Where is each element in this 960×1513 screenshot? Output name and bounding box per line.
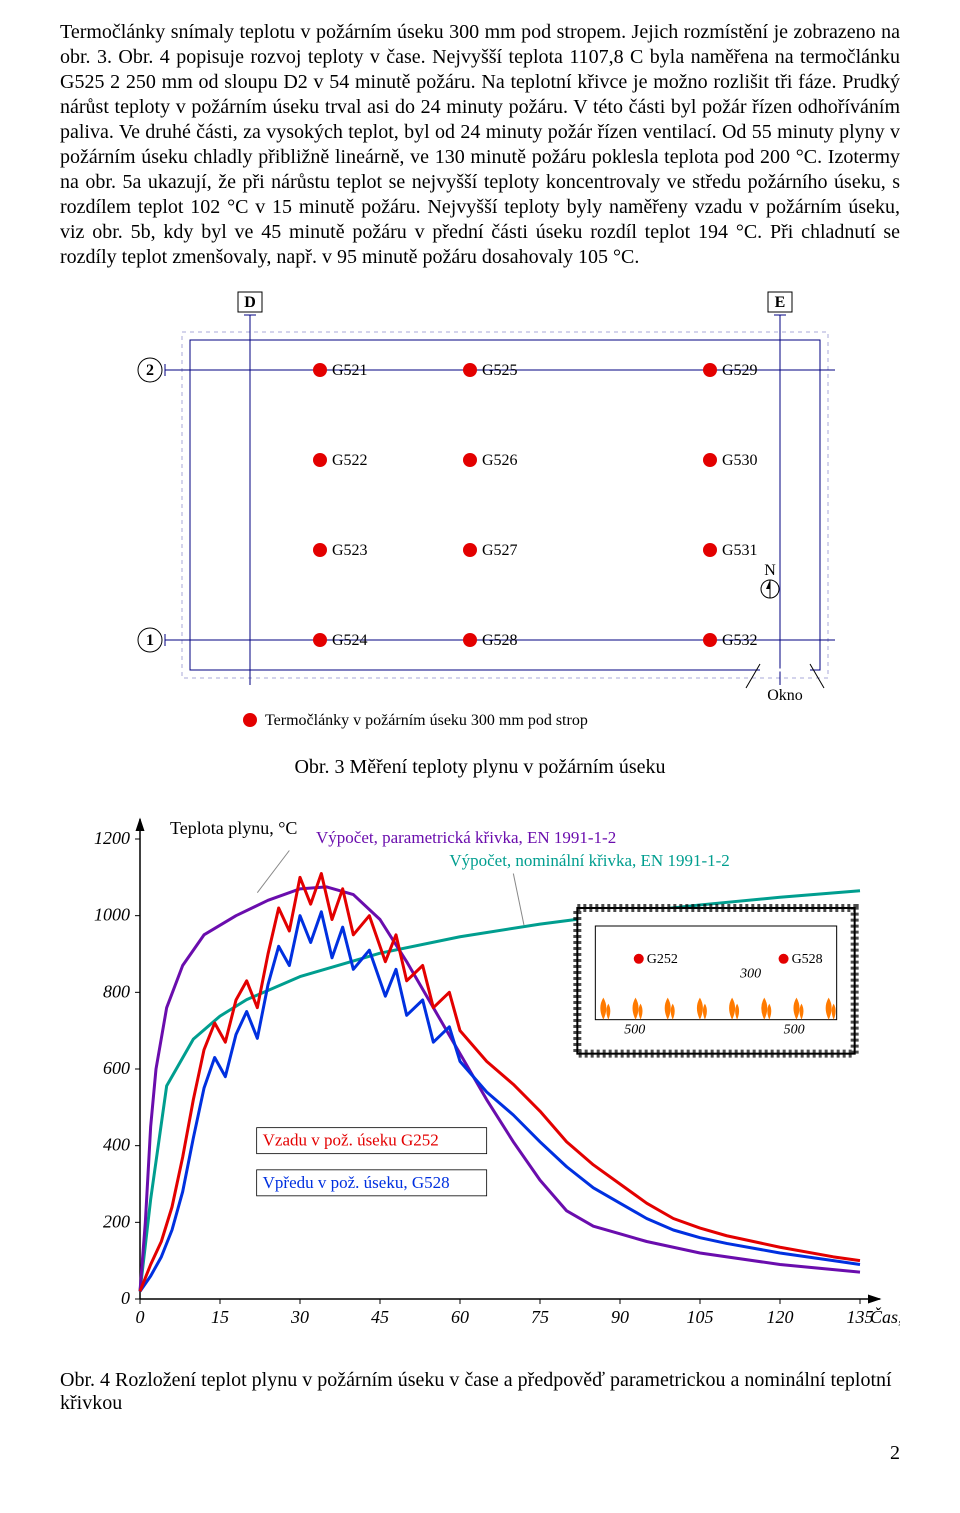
svg-text:N: N	[764, 562, 776, 579]
svg-text:G530: G530	[722, 452, 758, 469]
svg-text:G523: G523	[332, 542, 368, 559]
svg-text:E: E	[775, 294, 786, 311]
svg-text:Okno: Okno	[767, 687, 803, 704]
svg-text:G525: G525	[482, 362, 518, 379]
svg-text:1: 1	[146, 632, 154, 649]
svg-text:G531: G531	[722, 542, 758, 559]
svg-text:G529: G529	[722, 362, 758, 379]
svg-text:15: 15	[211, 1307, 229, 1327]
svg-text:G522: G522	[332, 452, 368, 469]
svg-text:G521: G521	[332, 362, 368, 379]
svg-text:500: 500	[784, 1023, 805, 1038]
svg-text:Vpředu v pož. úseku, G528: Vpředu v pož. úseku, G528	[263, 1173, 450, 1192]
page-number: 2	[890, 1442, 900, 1465]
svg-text:Teplota plynu, °C: Teplota plynu, °C	[170, 818, 297, 838]
svg-text:0: 0	[121, 1288, 130, 1308]
svg-text:75: 75	[531, 1307, 549, 1327]
svg-text:600: 600	[103, 1058, 130, 1078]
svg-text:2: 2	[146, 362, 154, 379]
svg-text:1200: 1200	[94, 828, 130, 848]
svg-text:G526: G526	[482, 452, 518, 469]
svg-text:90: 90	[611, 1307, 629, 1327]
figure-4: 0 200 400 600 800 1000 1200 0 15 30 45 60 75 90 105 120…	[60, 799, 900, 1359]
page: Termočlánky snímaly teplotu v požárním ú…	[0, 20, 960, 1475]
svg-text:300: 300	[739, 967, 761, 982]
svg-text:120: 120	[767, 1307, 794, 1327]
svg-text:G528: G528	[482, 632, 518, 649]
svg-text:30: 30	[290, 1307, 309, 1327]
svg-text:Výpočet, parametrická křivka,: Výpočet, parametrická křivka, EN 1991-1-…	[316, 828, 616, 847]
figure-3: DE12G521G525G529G533G522G526G530G534G523…	[60, 290, 900, 779]
svg-text:Výpočet, nominální křivka, EN: Výpočet, nominální křivka, EN 1991-1-2	[449, 851, 729, 870]
svg-text:0: 0	[136, 1307, 145, 1327]
svg-text:G532: G532	[722, 632, 758, 649]
svg-text:G527: G527	[482, 542, 518, 559]
svg-text:400: 400	[103, 1135, 130, 1155]
paragraph: Termočlánky snímaly teplotu v požárním ú…	[60, 20, 900, 270]
svg-text:G528: G528	[792, 952, 823, 967]
figure-4-caption: Obr. 4 Rozložení teplot plynu v požárním…	[60, 1369, 900, 1415]
svg-text:G252: G252	[647, 952, 678, 967]
svg-text:Čas, min.: Čas, min.	[870, 1306, 900, 1327]
figure-3-caption: Obr. 3 Měření teploty plynu v požárním ú…	[60, 756, 900, 779]
svg-text:G524: G524	[332, 632, 368, 649]
svg-text:105: 105	[687, 1307, 714, 1327]
svg-text:D: D	[244, 294, 256, 311]
svg-text:200: 200	[103, 1211, 130, 1231]
svg-text:Termočlánky v požárním úseku 3: Termočlánky v požárním úseku 300 mm pod …	[265, 712, 588, 729]
svg-text:1000: 1000	[94, 905, 130, 925]
svg-text:45: 45	[371, 1307, 389, 1327]
svg-text:500: 500	[624, 1023, 645, 1038]
svg-text:Vzadu v pož. úseku G252: Vzadu v pož. úseku G252	[263, 1131, 439, 1150]
svg-text:800: 800	[103, 981, 130, 1001]
svg-text:60: 60	[451, 1307, 469, 1327]
